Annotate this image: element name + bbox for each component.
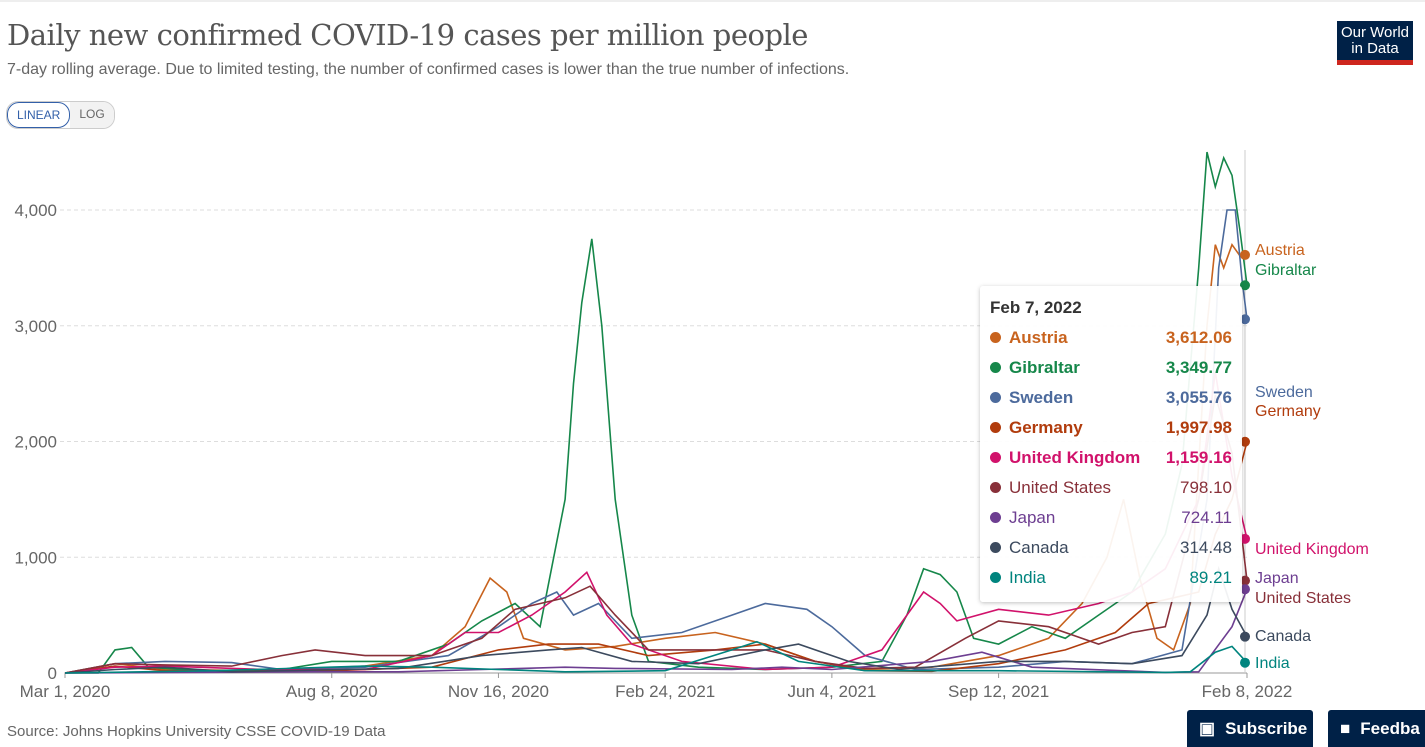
end-label: United Kingdom bbox=[1255, 541, 1369, 558]
tooltip-value: 724.11 bbox=[1181, 508, 1232, 527]
tooltip-country: Gibraltar bbox=[1009, 358, 1080, 377]
chat-icon: ■ bbox=[1340, 718, 1351, 738]
y-tick-label: 4,000 bbox=[14, 201, 57, 220]
tooltip: Feb 7, 2022 Austria 3,612.06 Gibraltar 3,34… bbox=[980, 286, 1242, 602]
tooltip-country: India bbox=[1009, 568, 1046, 587]
tooltip-row: Austria 3,612.06 bbox=[990, 328, 1232, 352]
end-label: Japan bbox=[1255, 570, 1299, 587]
x-tick-label: Nov 16, 2020 bbox=[448, 682, 549, 701]
series-line-canada bbox=[64, 565, 1248, 674]
end-point-dot bbox=[1240, 657, 1250, 668]
tooltip-value: 89.21 bbox=[1189, 568, 1232, 587]
end-label: United States bbox=[1255, 590, 1351, 607]
chart-title: Daily new confirmed COVID-19 cases per m… bbox=[7, 18, 808, 52]
y-tick-label: 2,000 bbox=[14, 433, 57, 452]
feedback-button[interactable]: ■ Feedba bbox=[1328, 710, 1425, 747]
logo-line2: in Data bbox=[1351, 40, 1399, 57]
y-tick-label: 0 bbox=[48, 664, 57, 683]
end-point-dot bbox=[1240, 249, 1250, 260]
logo-line1: Our World bbox=[1340, 24, 1410, 41]
tooltip-row: Japan 724.11 bbox=[990, 508, 1232, 532]
end-label: India bbox=[1255, 655, 1290, 672]
legend-dot-icon bbox=[990, 332, 1001, 343]
tooltip-date: Feb 7, 2022 bbox=[990, 298, 1082, 317]
tooltip-value: 3,612.06 bbox=[1165, 328, 1232, 347]
tooltip-value: 1,159.16 bbox=[1165, 448, 1232, 467]
subscribe-button[interactable]: ▣ Subscribe bbox=[1187, 710, 1313, 747]
log-button[interactable]: LOG bbox=[70, 102, 114, 128]
subscribe-label: Subscribe bbox=[1225, 718, 1308, 738]
x-tick-label: Sep 12, 2021 bbox=[948, 682, 1049, 701]
legend-dot-icon bbox=[990, 422, 1001, 433]
end-label: Gibraltar bbox=[1255, 262, 1317, 279]
end-point-dot bbox=[1240, 280, 1250, 291]
tooltip-row: India 89.21 bbox=[990, 568, 1232, 592]
legend-dot-icon bbox=[990, 362, 1001, 373]
chart-subtitle: 7-day rolling average. Due to limited te… bbox=[7, 61, 850, 78]
end-point-dot bbox=[1240, 533, 1250, 544]
end-label: Germany bbox=[1255, 403, 1321, 420]
tooltip-country: Sweden bbox=[1009, 388, 1074, 407]
end-point-dot bbox=[1240, 575, 1250, 586]
tooltip-country: United Kingdom bbox=[1009, 448, 1141, 467]
tooltip-country: Japan bbox=[1009, 508, 1056, 527]
linear-button[interactable]: LINEAR bbox=[7, 102, 71, 128]
tooltip-value: 314.48 bbox=[1180, 538, 1232, 557]
series-line-india bbox=[64, 640, 1248, 674]
end-point-dot bbox=[1240, 631, 1250, 642]
y-tick-label: 1,000 bbox=[14, 548, 57, 567]
end-point-dot bbox=[1240, 314, 1250, 325]
tooltip-value: 798.10 bbox=[1180, 478, 1232, 497]
scale-toggle: LINEAR LOG bbox=[6, 101, 115, 129]
tooltip-row: United Kingdom 1,159.16 bbox=[990, 448, 1232, 472]
tooltip-country: United States bbox=[1009, 478, 1112, 497]
tooltip-row: Gibraltar 3,349.77 bbox=[990, 358, 1232, 382]
tooltip-value: 3,349.77 bbox=[1165, 358, 1232, 377]
x-tick-label: Mar 1, 2020 bbox=[20, 682, 111, 701]
end-label: Austria bbox=[1255, 242, 1305, 259]
legend-dot-icon bbox=[990, 482, 1001, 493]
legend-dot-icon bbox=[990, 512, 1001, 523]
end-label: Canada bbox=[1255, 628, 1311, 645]
x-tick-label: Feb 8, 2022 bbox=[1202, 682, 1293, 701]
tooltip-row: Germany 1,997.98 bbox=[990, 418, 1232, 442]
tooltip-row: Sweden 3,055.76 bbox=[990, 388, 1232, 412]
tooltip-row: United States 798.10 bbox=[990, 478, 1232, 502]
end-label: Sweden bbox=[1255, 384, 1313, 401]
feedback-label: Feedba bbox=[1360, 718, 1420, 738]
tooltip-value: 3,055.76 bbox=[1165, 388, 1232, 407]
tooltip-value: 1,997.98 bbox=[1165, 418, 1232, 437]
legend-dot-icon bbox=[990, 392, 1001, 403]
end-point-dot bbox=[1240, 436, 1250, 447]
x-tick-label: Aug 8, 2020 bbox=[286, 682, 378, 701]
tooltip-row: Canada 314.48 bbox=[990, 538, 1232, 562]
end-point-dot bbox=[1240, 584, 1250, 595]
tooltip-country: Canada bbox=[1009, 538, 1069, 557]
y-tick-label: 3,000 bbox=[14, 317, 57, 336]
legend-dot-icon bbox=[990, 542, 1001, 553]
x-tick-label: Jun 4, 2021 bbox=[787, 682, 876, 701]
top-border bbox=[0, 0, 1425, 2]
legend-dot-icon bbox=[990, 452, 1001, 463]
x-tick-label: Feb 24, 2021 bbox=[615, 682, 715, 701]
tooltip-country: Germany bbox=[1009, 418, 1083, 437]
bell-icon: ▣ bbox=[1199, 718, 1216, 738]
owid-logo[interactable]: Our World in Data bbox=[1337, 21, 1413, 65]
tooltip-country: Austria bbox=[1009, 328, 1068, 347]
series-line-united-states bbox=[64, 394, 1248, 674]
legend-dot-icon bbox=[990, 572, 1001, 583]
source-note: Source: Johns Hopkins University CSSE CO… bbox=[7, 723, 386, 740]
